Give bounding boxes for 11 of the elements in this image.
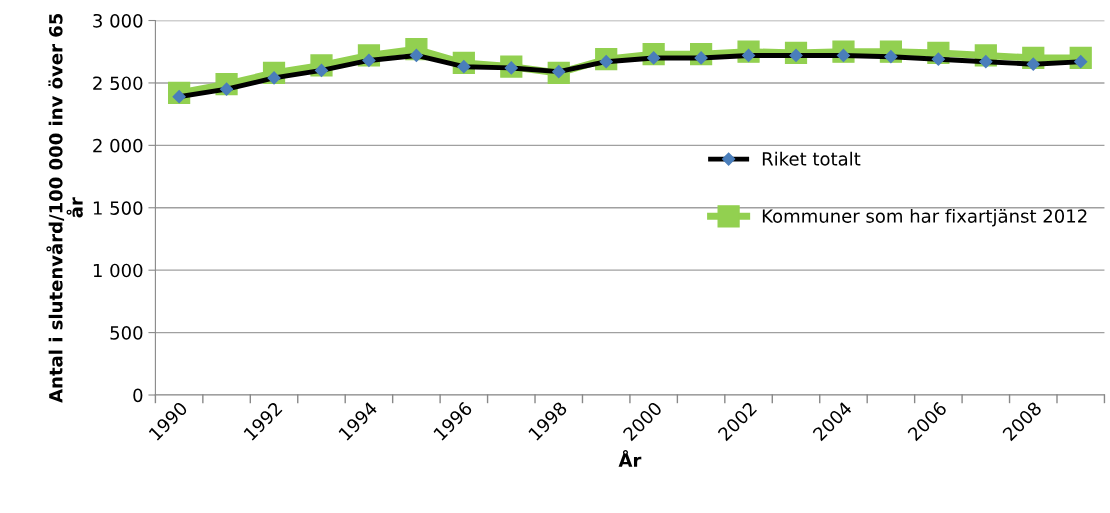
y-tick-label: 3 000 xyxy=(93,13,143,28)
x-axis-title: År xyxy=(618,450,642,467)
y-tick-label: 0 xyxy=(133,388,143,403)
y-tick-label: 2 000 xyxy=(93,138,143,153)
y-tick-label: 2 500 xyxy=(93,76,143,91)
y-tick-label: 1 500 xyxy=(93,201,143,215)
y-tick-label: 500 xyxy=(110,326,143,340)
y-axis-title: Antal i slutenvård/100 000 inv över 65 år xyxy=(46,13,83,403)
y-tick-label: 1 000 xyxy=(93,263,143,278)
legend-label: Riket totalt xyxy=(762,151,861,166)
legend-label: Kommuner som har fixartjänst 2012 xyxy=(762,208,1087,227)
